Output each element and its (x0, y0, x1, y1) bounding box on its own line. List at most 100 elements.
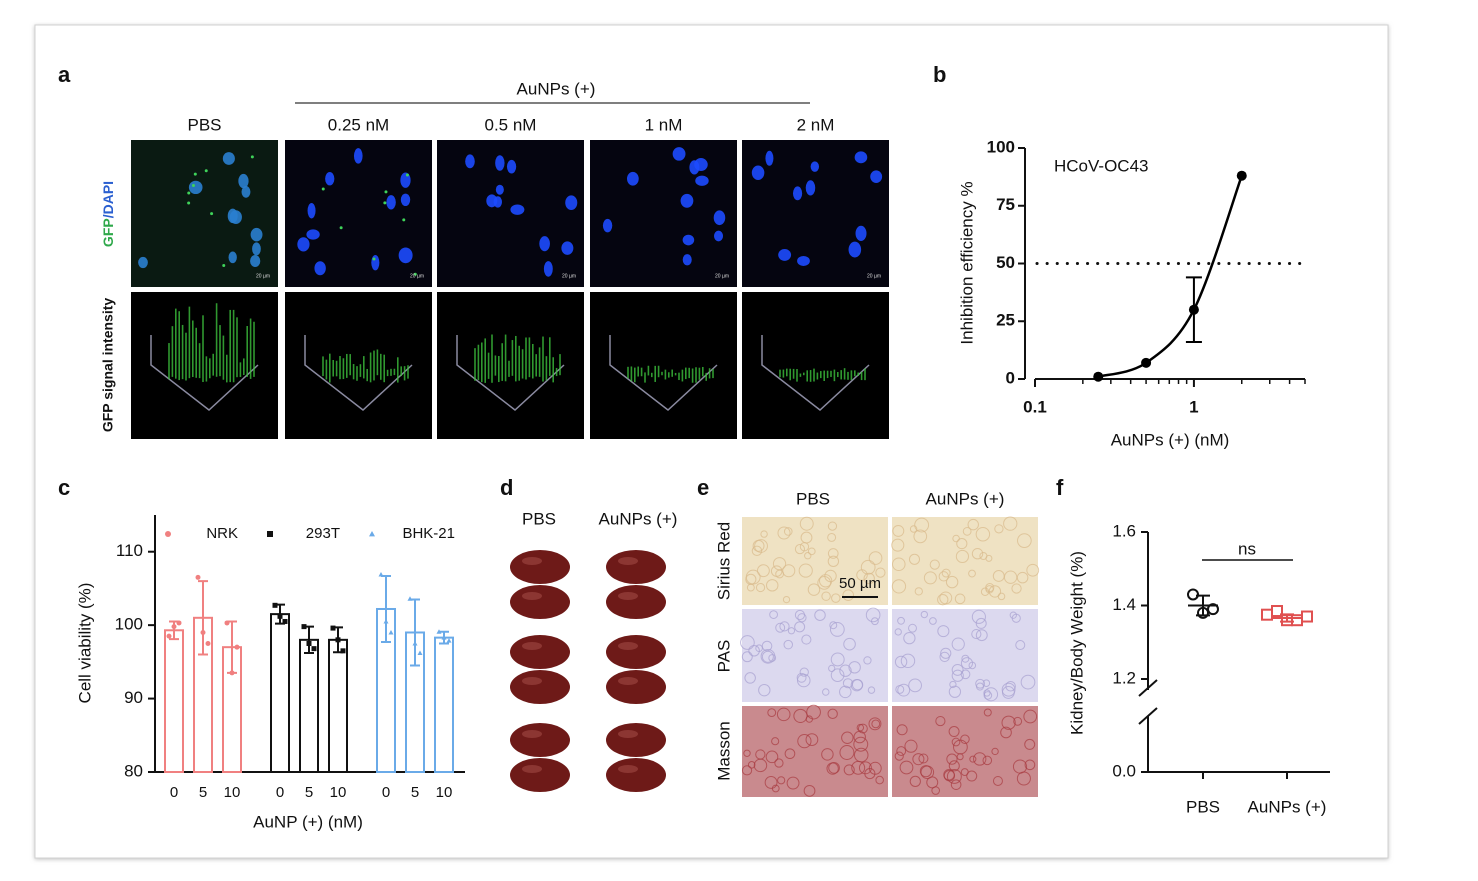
error-bar (1280, 613, 1294, 623)
tubule (853, 736, 869, 752)
nucleus (855, 225, 867, 241)
marker (388, 629, 394, 635)
tubule (758, 683, 771, 697)
tubule (980, 587, 990, 596)
row-label: Sirius Red (714, 522, 733, 600)
kidney (510, 635, 570, 669)
column-label: 0.5 nM (485, 115, 537, 134)
marker (166, 633, 172, 639)
marker (378, 571, 384, 577)
tubule (853, 747, 869, 763)
x-tick-label: 0.1 (1023, 397, 1047, 416)
y-tick-label: 1.6 (1112, 521, 1136, 540)
kidney (606, 723, 666, 757)
intensity-plot (285, 292, 432, 439)
tubule (968, 569, 976, 578)
bar (299, 638, 319, 773)
tubule (894, 628, 902, 636)
tubule (1011, 613, 1021, 623)
tubule (783, 527, 793, 536)
marker (272, 602, 278, 608)
tubule (923, 571, 937, 585)
marker (407, 596, 413, 601)
intensity-plot (590, 292, 737, 439)
kidney (606, 585, 666, 619)
tubule (740, 635, 755, 650)
gfp-spot (187, 201, 191, 205)
tubule (799, 516, 814, 531)
tubule (822, 688, 830, 696)
gfp-spot (210, 212, 214, 216)
kidney-highlight (522, 557, 542, 565)
marker (277, 613, 283, 619)
group-label: AuNPs (+) (517, 79, 596, 98)
panel-letter: a (58, 62, 71, 87)
tubule (892, 557, 906, 572)
row-label: Masson (714, 721, 733, 781)
tubule (769, 610, 778, 619)
x-tick-label: PBS (1186, 797, 1220, 816)
panel-letter: c (58, 475, 70, 500)
tubule (983, 689, 991, 697)
tubule (782, 564, 796, 578)
column-label: PBS (522, 509, 556, 528)
nucleus (778, 248, 792, 261)
tubule (929, 559, 940, 570)
tubule (1023, 709, 1038, 724)
x-tick-label: 10 (436, 784, 453, 801)
tubule (948, 685, 962, 698)
marker (369, 531, 375, 537)
axis-break (1138, 707, 1158, 725)
tubule (939, 591, 953, 605)
x-tick-label: 0 (276, 784, 284, 801)
tubule (860, 559, 876, 575)
scale-label: 20 µm (562, 273, 576, 279)
tubule (771, 784, 780, 793)
kidney (510, 723, 570, 757)
marker (441, 635, 447, 640)
tubule (985, 554, 993, 562)
tubule (827, 532, 837, 542)
nucleus (386, 195, 396, 210)
nucleus (400, 172, 411, 188)
kidney-highlight (618, 730, 638, 738)
nucleus (682, 234, 695, 246)
intensity-plot (131, 292, 278, 439)
tubule (1015, 640, 1026, 651)
tubule (827, 521, 838, 531)
y-tick-label: 100 (115, 615, 143, 634)
tubule (875, 567, 886, 578)
tubule (761, 650, 774, 663)
tubule (949, 680, 957, 689)
tubule (983, 708, 992, 717)
y-tick-label: 25 (996, 311, 1015, 330)
tubule (908, 553, 921, 565)
tubule (843, 637, 856, 651)
tubule (955, 549, 969, 564)
kidney (606, 550, 666, 584)
error-bar (1196, 594, 1210, 617)
tubule (960, 734, 970, 744)
tubule (1017, 533, 1032, 548)
tubule (1026, 563, 1040, 577)
tissue (892, 517, 1038, 605)
panel-letter: b (933, 62, 946, 87)
tubule (951, 669, 964, 682)
tubule (794, 543, 806, 555)
tubule (951, 737, 961, 747)
tubule (975, 629, 988, 642)
tubule (761, 640, 773, 652)
marker (383, 618, 389, 624)
nucleus (805, 180, 816, 196)
tubule (765, 750, 779, 764)
tubule (771, 737, 780, 746)
tubule (856, 569, 868, 581)
tubule (839, 745, 855, 760)
marker (224, 620, 230, 626)
tubule (920, 610, 928, 619)
nucleus (539, 236, 550, 252)
tubule (804, 552, 812, 560)
data-point (1188, 304, 1199, 315)
nucleus (627, 171, 639, 186)
column-label: 0.25 nM (328, 115, 389, 134)
